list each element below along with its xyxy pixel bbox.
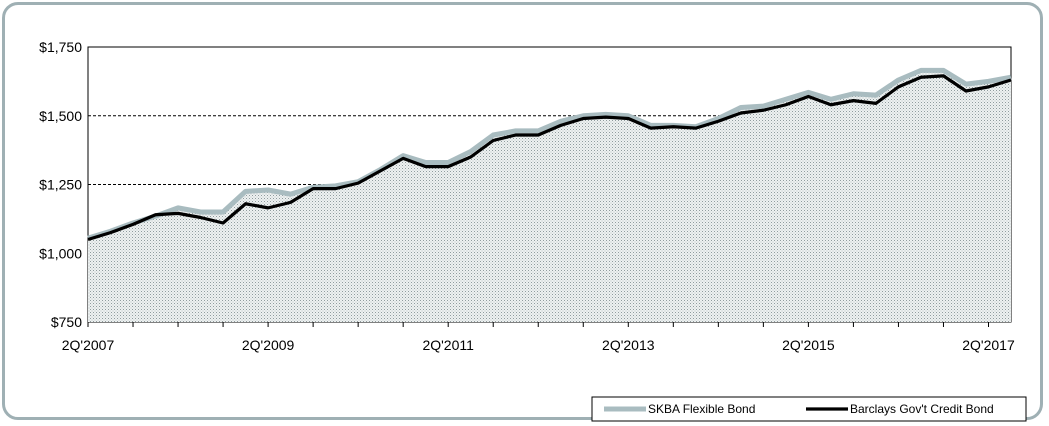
area-layer [88,70,1011,322]
legend-label-skba: SKBA Flexible Bond [648,402,755,416]
series-line-skba [87,67,1012,241]
y-tick-label: $1,500 [39,108,82,124]
line-layer [87,67,1012,242]
x-tick-label: 2Q'2007 [62,337,115,353]
legend-label-barclays: Barclays Gov't Credit Bond [850,402,994,416]
x-tick-label: 2Q'2017 [962,337,1015,353]
x-tick-label: 2Q'2013 [602,337,655,353]
y-tick-label: $750 [51,314,82,330]
axes: $750 $1,000 $1,250 $1,500 $1,750 2Q'2007 2Q'20… [39,39,1015,353]
x-tick-label: 2Q'2009 [242,337,295,353]
x-tick-label: 2Q'2011 [422,337,474,353]
y-tick-label: $1,750 [39,39,82,55]
y-tick-label: $1,000 [39,245,82,261]
series-line-barclays [87,74,1012,242]
series-area-fill [88,70,1011,322]
y-tick-label: $1,250 [39,177,82,193]
legend: SKBA Flexible Bond Barclays Gov't Credit … [591,396,1027,422]
x-tick-label: 2Q'2015 [782,337,835,353]
